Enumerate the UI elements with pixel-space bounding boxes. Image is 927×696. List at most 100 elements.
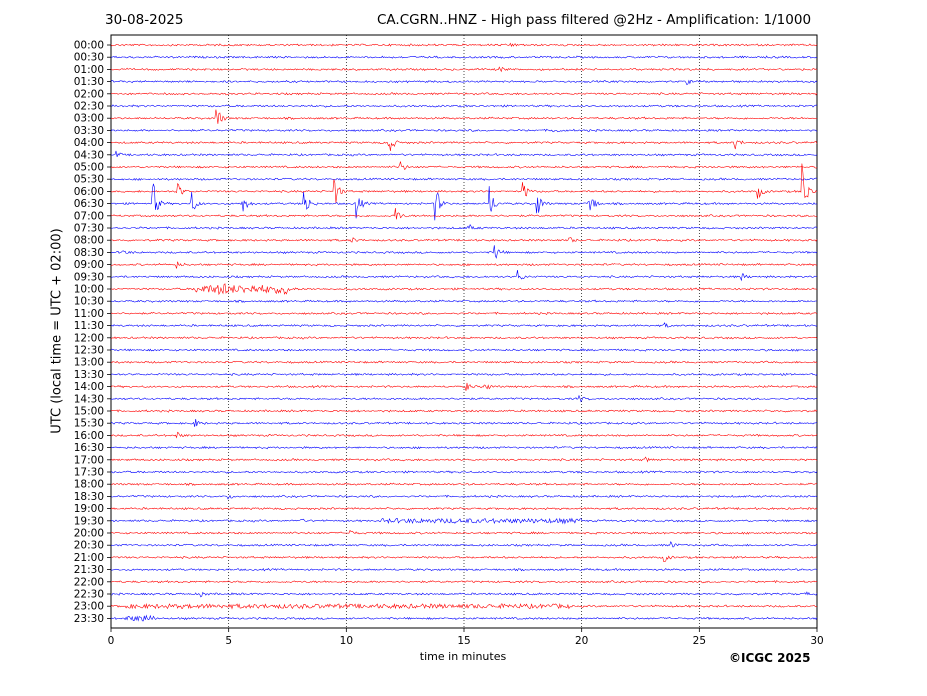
y-tick-label: 04:00	[74, 137, 104, 149]
y-tick-label: 09:30	[74, 271, 104, 283]
trace-line	[110, 42, 818, 48]
y-tick-label: 16:30	[74, 442, 104, 454]
trace-line	[110, 104, 818, 108]
y-tick-label: 23:30	[74, 613, 104, 625]
chart-title: CA.CGRN..HNZ - High pass filtered @2Hz -…	[377, 12, 812, 28]
trace-line	[110, 55, 818, 59]
y-tick-label: 04:30	[74, 149, 104, 161]
trace-line	[110, 207, 818, 220]
y-tick-label: 21:00	[74, 552, 104, 564]
y-tick-label: 03:00	[74, 113, 104, 125]
trace-line	[110, 372, 818, 377]
y-tick-label: 17:00	[74, 454, 104, 466]
y-tick-label: 08:00	[74, 235, 104, 247]
y-tick-label: 02:30	[74, 101, 104, 113]
y-tick-label: 06:00	[74, 186, 104, 198]
y-tick-label: 20:30	[74, 540, 104, 552]
trace-line	[111, 591, 818, 598]
y-tick-label: 19:00	[74, 503, 104, 515]
y-tick-label: 01:00	[74, 64, 104, 76]
y-tick-label: 02:00	[74, 88, 104, 100]
trace-line	[111, 409, 818, 413]
y-tick-label: 01:30	[74, 76, 104, 88]
trace-line	[110, 506, 818, 511]
x-tick-label: 30	[810, 635, 823, 647]
trace-line	[110, 336, 818, 340]
trace-line	[110, 150, 818, 157]
trace-line	[110, 163, 818, 203]
trace-line	[110, 431, 818, 439]
y-tick-label: 22:30	[74, 589, 104, 601]
trace-line	[110, 66, 818, 73]
trace-line	[110, 568, 818, 572]
y-tick-label: 10:30	[74, 296, 104, 308]
y-tick-label: 20:00	[74, 528, 104, 540]
y-tick-label: 18:00	[74, 479, 104, 491]
y-tick-label: 14:30	[74, 393, 104, 405]
y-tick-label: 10:00	[74, 284, 104, 296]
trace-line	[110, 283, 818, 296]
y-tick-label: 15:30	[74, 418, 104, 430]
trace-line	[110, 261, 818, 269]
trace-line	[110, 517, 818, 525]
y-tick-label: 12:30	[74, 345, 104, 357]
y-tick-label: 08:30	[74, 247, 104, 259]
trace-line	[110, 348, 818, 352]
x-tick-label: 0	[108, 635, 115, 647]
y-tick-label: 19:30	[74, 515, 104, 527]
y-tick-label: 09:00	[74, 259, 104, 271]
trace-line	[110, 470, 818, 474]
y-tick-label: 17:30	[74, 467, 104, 479]
trace-line	[110, 419, 818, 427]
trace-line	[110, 183, 818, 221]
trace-line	[110, 494, 818, 500]
y-tick-label: 07:30	[74, 223, 104, 235]
trace-line	[110, 614, 818, 622]
trace-line	[110, 128, 818, 133]
y-tick-label: 18:30	[74, 491, 104, 503]
trace-line	[110, 529, 818, 535]
x-tick-label: 20	[575, 635, 588, 647]
x-tick-label: 25	[693, 635, 706, 647]
y-tick-label: 14:00	[74, 381, 104, 393]
y-tick-label: 11:00	[74, 308, 104, 320]
y-tick-label: 23:00	[74, 601, 104, 613]
y-tick-label: 03:30	[74, 125, 104, 137]
trace-line	[110, 360, 818, 364]
trace-line	[110, 580, 818, 584]
trace-line	[110, 109, 818, 124]
y-tick-label: 05:00	[74, 162, 104, 174]
trace-line	[110, 245, 818, 259]
y-tick-label: 15:00	[74, 406, 104, 418]
copyright-notice: ©ICGC 2025	[729, 651, 811, 665]
trace-line	[110, 603, 817, 610]
y-tick-label: 12:00	[74, 332, 104, 344]
trace-line	[110, 237, 818, 243]
trace-line	[110, 311, 818, 316]
trace-line	[110, 445, 818, 450]
y-tick-label: 11:30	[74, 320, 104, 332]
trace-line	[110, 299, 817, 303]
y-tick-label: 16:00	[74, 430, 104, 442]
chart-date: 30-08-2025	[105, 12, 184, 28]
y-tick-label: 05:30	[74, 174, 104, 186]
trace-line	[110, 394, 818, 403]
y-tick-label: 00:00	[74, 40, 104, 52]
trace-line	[110, 541, 818, 548]
y-tick-label: 21:30	[74, 564, 104, 576]
trace-line	[110, 382, 818, 391]
trace-line	[110, 79, 818, 86]
trace-line	[110, 456, 818, 463]
y-tick-label: 00:30	[74, 52, 104, 64]
trace-line	[110, 270, 818, 282]
x-tick-label: 15	[457, 635, 470, 647]
y-tick-label: 13:00	[74, 357, 104, 369]
x-tick-label: 5	[225, 635, 232, 647]
trace-line	[110, 322, 818, 328]
y-tick-label: 22:00	[74, 576, 104, 588]
trace-line	[110, 140, 818, 152]
trace-line	[110, 177, 818, 181]
x-tick-label: 10	[340, 635, 353, 647]
trace-line	[110, 555, 818, 563]
